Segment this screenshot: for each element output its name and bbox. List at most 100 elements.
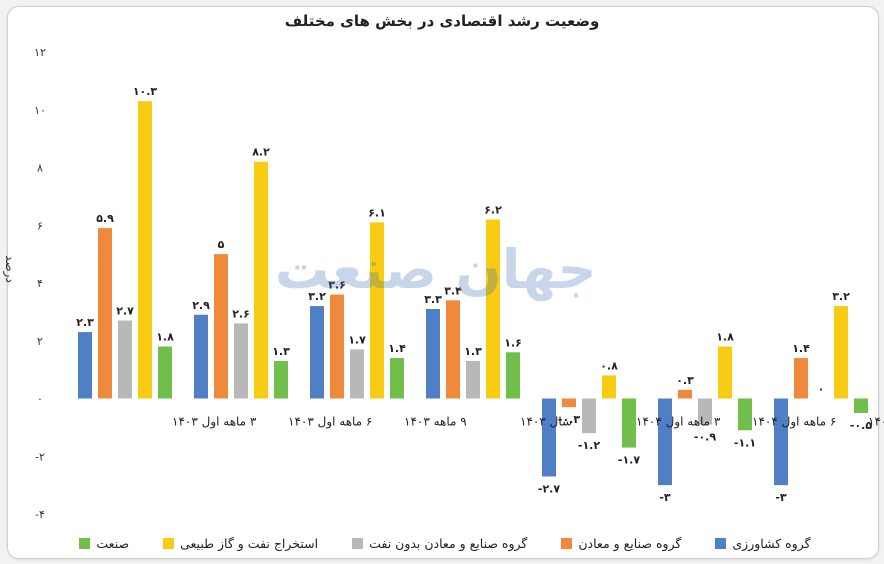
legend-swatch (715, 537, 727, 549)
legend-label: گروه کشاورزی (732, 535, 811, 551)
bar (138, 101, 152, 399)
data-label: ۳.۳ (424, 293, 442, 306)
bar (274, 360, 288, 399)
bar (794, 358, 808, 399)
data-label: ۰ (818, 383, 825, 396)
bar (426, 308, 440, 399)
data-label: ۱.۳ (272, 345, 290, 358)
legend-label: گروه صنایع و معادن (578, 535, 682, 551)
bar (254, 161, 268, 399)
data-label: -۰.۹ (694, 430, 716, 443)
data-label: ۳.۲ (308, 290, 326, 303)
chart-card (7, 6, 879, 559)
y-tick-label: ۰ (37, 393, 43, 406)
data-label: ۱.۶ (504, 336, 522, 349)
y-tick-label: ۱۰ (34, 104, 46, 117)
legend-swatch (79, 537, 91, 549)
bar (834, 306, 848, 399)
bar (658, 398, 672, 486)
data-label: ۳.۶ (328, 279, 346, 292)
y-tick-label: -۲ (35, 450, 45, 463)
bar (602, 375, 616, 399)
bar (486, 219, 500, 399)
bar (562, 398, 576, 408)
bar (78, 332, 92, 399)
data-label: ۲.۳ (76, 316, 94, 329)
bar (506, 352, 520, 399)
data-label: ۵ (218, 238, 225, 251)
category-label: ۹ ماهه ۱۴۰۴ (868, 415, 884, 429)
category-label: ۶ ماهه اول ۱۴۰۳ (288, 415, 372, 430)
bar (214, 254, 228, 399)
data-label: ۰.۳ (676, 374, 694, 387)
legend-item: گروه کشاورزی (715, 533, 811, 553)
y-tick-label: ۴ (37, 277, 43, 290)
chart-legend: گروه کشاورزی گروه صنایع و معادن گروه صنا… (60, 533, 830, 553)
bar (542, 398, 556, 477)
bar (390, 358, 404, 399)
data-label: ۱۰.۳ (133, 85, 158, 98)
bar (854, 398, 868, 413)
data-label: ۱.۳ (464, 345, 482, 358)
category-label: ۹ ماهه ۱۴۰۳ (404, 415, 467, 429)
legend-label: گروه صنایع و معادن بدون نفت (369, 535, 528, 551)
data-label: -۳ (775, 491, 787, 504)
bar (622, 398, 636, 448)
bar (350, 349, 364, 399)
bar (330, 294, 344, 399)
legend-item: گروه صنایع و معادن بدون نفت (352, 533, 527, 553)
bar (582, 398, 596, 434)
bar (310, 306, 324, 399)
data-label: ۲.۶ (232, 307, 250, 320)
legend-label: صنعت (96, 535, 130, 551)
watermark-logo: جهان صنعت (275, 238, 597, 301)
category-label: سال ۱۴۰۳ (520, 415, 572, 429)
legend-swatch (561, 537, 573, 549)
bar (698, 398, 712, 425)
legend-item: گروه صنایع و معادن (561, 533, 681, 553)
category-label: ۳ ماهه اول ۱۴۰۴ (636, 415, 721, 430)
data-label: ۱.۸ (716, 331, 734, 344)
data-label: -۳ (659, 491, 671, 504)
y-tick-label: ۲ (37, 335, 43, 348)
data-label: -۰.۳ (558, 413, 580, 426)
bar (370, 222, 384, 399)
y-axis-label: درصد (2, 255, 17, 283)
bar (678, 389, 692, 399)
data-label: -۰.۵ (850, 419, 872, 432)
data-label: ۳.۴ (444, 284, 462, 297)
category-label: ۶ ماهه اول ۱۴۰۴ (752, 415, 836, 430)
legend-item: استخراج نفت و گاز طبیعی (163, 533, 318, 553)
data-label: -۱.۷ (618, 454, 640, 467)
legend-item: صنعت (79, 533, 129, 553)
y-tick-label: -۴ (35, 508, 45, 521)
bar (194, 314, 208, 399)
data-label: ۱.۴ (388, 342, 406, 355)
y-tick-label: ۱۲ (34, 46, 46, 59)
data-label: -۱.۲ (578, 439, 600, 452)
data-label: ۱.۷ (348, 333, 366, 346)
bar (118, 320, 132, 399)
legend-swatch (352, 537, 364, 549)
data-label: ۱.۸ (156, 331, 174, 344)
bar (466, 360, 480, 399)
data-label: ۶.۱ (368, 206, 386, 219)
data-label: ۲.۷ (116, 305, 134, 318)
data-label: ۶.۲ (484, 203, 502, 216)
y-tick-label: ۶ (37, 219, 43, 232)
bar (774, 398, 788, 486)
y-tick-label: ۸ (37, 162, 43, 175)
data-label: ۵.۹ (96, 212, 114, 225)
bar (718, 346, 732, 399)
category-label: ۳ ماهه اول ۱۴۰۳ (172, 415, 257, 430)
data-label: ۲.۹ (192, 299, 210, 312)
bar (234, 323, 248, 399)
chart-title: وضعیت رشد اقتصادی در بخش های مختلف (284, 12, 600, 30)
data-label: ۳.۲ (832, 290, 850, 303)
data-label: ۸.۲ (252, 146, 270, 159)
data-label: ۱.۴ (792, 342, 810, 355)
data-label: -۲.۷ (538, 482, 560, 495)
data-label: ۰.۸ (600, 359, 618, 372)
data-label: -۱.۱ (734, 436, 756, 449)
